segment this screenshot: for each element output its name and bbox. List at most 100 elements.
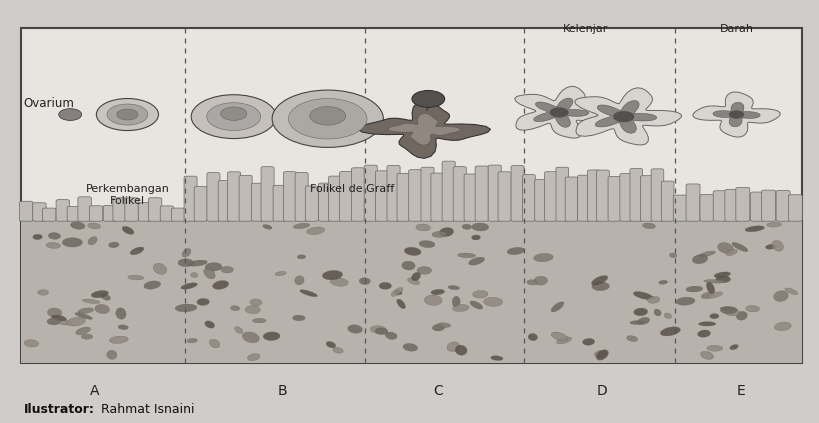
FancyBboxPatch shape — [464, 174, 477, 221]
Text: Ilustrator:: Ilustrator: — [24, 403, 94, 416]
Ellipse shape — [91, 291, 108, 298]
FancyBboxPatch shape — [239, 176, 252, 221]
Ellipse shape — [432, 231, 447, 237]
Ellipse shape — [109, 242, 119, 247]
Ellipse shape — [76, 327, 91, 335]
Ellipse shape — [453, 305, 469, 311]
Ellipse shape — [197, 299, 210, 305]
FancyBboxPatch shape — [661, 181, 674, 221]
Polygon shape — [595, 101, 657, 133]
FancyBboxPatch shape — [283, 172, 296, 221]
Ellipse shape — [66, 317, 85, 326]
FancyBboxPatch shape — [89, 206, 102, 221]
Ellipse shape — [78, 308, 93, 313]
Bar — [21, 28, 802, 363]
Ellipse shape — [300, 290, 318, 297]
FancyBboxPatch shape — [511, 166, 524, 221]
Ellipse shape — [118, 325, 129, 330]
FancyBboxPatch shape — [376, 171, 389, 221]
Ellipse shape — [686, 286, 703, 292]
Circle shape — [191, 95, 276, 139]
Ellipse shape — [448, 286, 459, 290]
FancyBboxPatch shape — [409, 170, 422, 221]
FancyBboxPatch shape — [218, 181, 231, 221]
FancyBboxPatch shape — [673, 195, 687, 221]
Ellipse shape — [231, 306, 240, 310]
Ellipse shape — [402, 261, 415, 270]
Ellipse shape — [375, 328, 388, 335]
Ellipse shape — [595, 350, 607, 358]
FancyBboxPatch shape — [620, 173, 632, 221]
FancyBboxPatch shape — [789, 195, 803, 221]
Ellipse shape — [634, 308, 648, 316]
FancyBboxPatch shape — [364, 165, 378, 221]
Circle shape — [59, 109, 82, 121]
Ellipse shape — [707, 345, 723, 351]
FancyBboxPatch shape — [442, 161, 455, 221]
Ellipse shape — [59, 321, 71, 325]
Ellipse shape — [417, 266, 432, 274]
Ellipse shape — [70, 222, 85, 229]
Ellipse shape — [710, 313, 719, 319]
Ellipse shape — [676, 297, 695, 305]
FancyBboxPatch shape — [700, 195, 714, 221]
Ellipse shape — [191, 272, 198, 277]
Ellipse shape — [630, 321, 645, 324]
Circle shape — [272, 90, 383, 147]
Ellipse shape — [88, 237, 97, 245]
Ellipse shape — [38, 290, 48, 295]
FancyBboxPatch shape — [305, 186, 319, 221]
Ellipse shape — [730, 344, 738, 350]
Ellipse shape — [721, 307, 737, 314]
Ellipse shape — [766, 244, 776, 249]
FancyBboxPatch shape — [735, 187, 749, 221]
FancyBboxPatch shape — [67, 206, 80, 221]
Ellipse shape — [297, 255, 305, 259]
Circle shape — [729, 111, 744, 118]
Ellipse shape — [432, 324, 445, 331]
Ellipse shape — [178, 259, 193, 266]
Ellipse shape — [48, 318, 61, 325]
Ellipse shape — [775, 322, 791, 331]
Text: Darah: Darah — [720, 24, 753, 34]
FancyBboxPatch shape — [421, 167, 434, 221]
Ellipse shape — [122, 226, 134, 234]
Polygon shape — [575, 88, 681, 145]
FancyBboxPatch shape — [351, 168, 364, 221]
FancyBboxPatch shape — [475, 166, 488, 221]
FancyBboxPatch shape — [328, 176, 342, 221]
Ellipse shape — [785, 288, 798, 295]
Ellipse shape — [431, 289, 445, 295]
Polygon shape — [358, 100, 491, 158]
Ellipse shape — [48, 308, 61, 317]
Ellipse shape — [491, 356, 503, 360]
Ellipse shape — [669, 253, 676, 258]
FancyBboxPatch shape — [397, 173, 410, 221]
FancyBboxPatch shape — [498, 172, 511, 221]
Ellipse shape — [699, 322, 716, 326]
Ellipse shape — [637, 317, 649, 324]
Ellipse shape — [771, 240, 784, 251]
Text: Ovarium: Ovarium — [24, 97, 75, 110]
Ellipse shape — [660, 327, 681, 336]
Ellipse shape — [62, 238, 83, 247]
Ellipse shape — [52, 315, 66, 321]
Ellipse shape — [75, 313, 93, 319]
Ellipse shape — [745, 305, 759, 312]
Ellipse shape — [247, 354, 260, 361]
Circle shape — [310, 107, 346, 125]
Ellipse shape — [692, 255, 708, 264]
FancyBboxPatch shape — [78, 197, 91, 221]
Ellipse shape — [767, 222, 781, 227]
FancyBboxPatch shape — [713, 191, 727, 221]
FancyBboxPatch shape — [261, 167, 274, 221]
FancyBboxPatch shape — [608, 176, 621, 221]
Ellipse shape — [221, 266, 233, 273]
Ellipse shape — [507, 247, 524, 255]
FancyBboxPatch shape — [103, 205, 116, 221]
Polygon shape — [693, 92, 781, 137]
Ellipse shape — [263, 225, 272, 229]
Ellipse shape — [188, 260, 207, 266]
Polygon shape — [713, 102, 760, 127]
Ellipse shape — [128, 275, 144, 280]
